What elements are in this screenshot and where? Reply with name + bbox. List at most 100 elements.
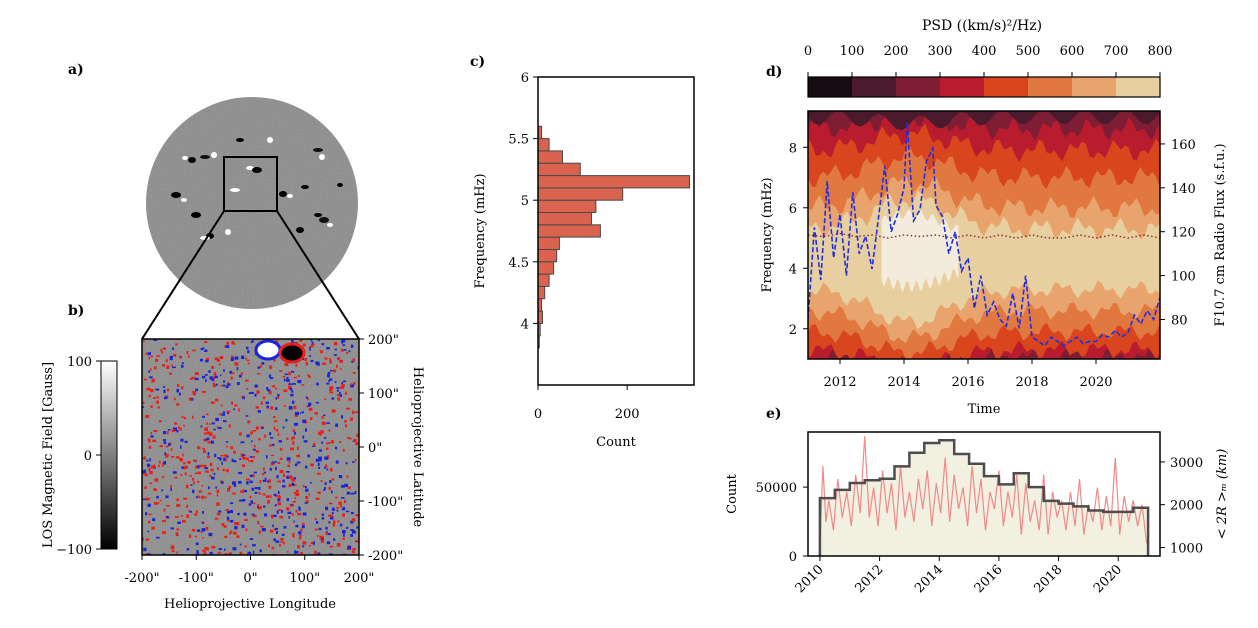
negative-feature xyxy=(253,471,257,474)
positive-feature xyxy=(308,376,311,378)
positive-feature xyxy=(144,486,147,489)
psd-colorbar-segment xyxy=(852,77,897,97)
negative-feature xyxy=(170,527,174,530)
negative-feature xyxy=(246,346,249,350)
negative-feature xyxy=(211,422,215,425)
negative-feature xyxy=(309,347,311,351)
positive-feature xyxy=(305,405,308,408)
positive-feature xyxy=(195,510,198,513)
negative-feature xyxy=(331,507,335,511)
negative-feature xyxy=(245,415,249,417)
negative-feature xyxy=(297,379,302,384)
positive-feature xyxy=(258,438,261,441)
negative-feature xyxy=(238,471,243,475)
d-frame xyxy=(807,110,1161,360)
positive-feature xyxy=(329,514,333,518)
positive-feature xyxy=(271,546,275,550)
positive-feature xyxy=(147,438,151,441)
positive-feature xyxy=(260,401,263,405)
negative-feature xyxy=(321,441,324,444)
negative-feature xyxy=(202,415,205,418)
positive-feature xyxy=(203,432,208,435)
negative-feature xyxy=(285,418,288,422)
positive-feature xyxy=(288,460,291,464)
positive-feature xyxy=(286,507,290,511)
positive-feature xyxy=(194,372,199,375)
positive-feature xyxy=(240,453,245,457)
positive-feature xyxy=(280,540,283,543)
negative-feature xyxy=(311,341,314,345)
positive-feature xyxy=(273,358,276,362)
magnetic-spot xyxy=(188,157,196,163)
negative-feature xyxy=(343,380,346,383)
magnetic-spot xyxy=(211,152,217,158)
negative-feature xyxy=(177,521,181,524)
positive-feature xyxy=(268,444,273,447)
negative-feature xyxy=(204,467,208,470)
positive-feature xyxy=(296,454,301,458)
positive-feature xyxy=(216,467,219,471)
positive-feature xyxy=(179,427,182,431)
positive-feature xyxy=(142,340,145,343)
negative-feature xyxy=(304,486,307,489)
positive-feature xyxy=(241,396,245,398)
positive-feature xyxy=(153,397,156,399)
e-frame xyxy=(807,431,1161,557)
negative-feature xyxy=(223,420,227,423)
histogram-bar xyxy=(537,224,601,238)
positive-feature xyxy=(202,549,206,552)
negative-feature xyxy=(202,511,204,514)
negative-feature xyxy=(286,379,290,382)
positive-feature xyxy=(302,484,305,488)
positive-feature xyxy=(194,513,198,516)
negative-feature xyxy=(277,394,280,397)
negative-feature xyxy=(342,506,346,511)
psd-cbar-tick-label: 300 xyxy=(928,44,953,59)
positive-feature xyxy=(279,469,284,473)
negative-feature xyxy=(331,397,335,400)
negative-feature xyxy=(223,380,226,383)
d-x-axis: 2012 2014 2016 2018 2020 xyxy=(823,359,1113,390)
positive-feature xyxy=(233,342,236,345)
negative-feature xyxy=(252,448,256,451)
negative-feature xyxy=(346,526,349,529)
positive-feature xyxy=(145,352,149,355)
negative-feature xyxy=(165,515,169,518)
magnetic-spot xyxy=(182,156,188,160)
panel-b: -200" -100" 0" 100" 200" 200"100"0"-100"-200… xyxy=(41,333,425,612)
negative-feature xyxy=(254,491,258,494)
histogram-bar xyxy=(537,236,560,250)
negative-feature xyxy=(181,364,184,368)
negative-feature xyxy=(336,509,339,512)
feature-dots xyxy=(142,339,359,555)
negative-feature xyxy=(336,389,339,392)
positive-feature xyxy=(212,376,216,379)
positive-feature xyxy=(247,362,250,365)
positive-feature xyxy=(355,514,359,517)
negative-feature xyxy=(310,339,313,342)
negative-feature xyxy=(328,521,331,524)
histogram-bar xyxy=(537,138,550,152)
positive-feature xyxy=(296,341,298,345)
negative-feature xyxy=(304,502,309,504)
positive-feature xyxy=(319,535,323,539)
positive-feature xyxy=(214,517,219,520)
positive-feature xyxy=(226,341,229,345)
negative-feature xyxy=(318,456,322,460)
positive-feature xyxy=(236,535,240,538)
positive-feature xyxy=(194,535,197,538)
e-ylabel: Count xyxy=(725,473,740,514)
positive-feature xyxy=(224,458,228,461)
positive-feature xyxy=(287,464,291,468)
positive-feature xyxy=(202,390,206,393)
negative-feature xyxy=(241,355,245,360)
positive-feature xyxy=(340,348,344,352)
negative-feature xyxy=(301,411,305,414)
positive-feature xyxy=(328,429,331,432)
negative-feature xyxy=(324,487,326,490)
positive-feature xyxy=(145,497,150,501)
negative-feature xyxy=(252,550,255,554)
positive-feature xyxy=(210,468,214,472)
negative-feature xyxy=(142,406,145,408)
negative-feature xyxy=(163,389,166,394)
